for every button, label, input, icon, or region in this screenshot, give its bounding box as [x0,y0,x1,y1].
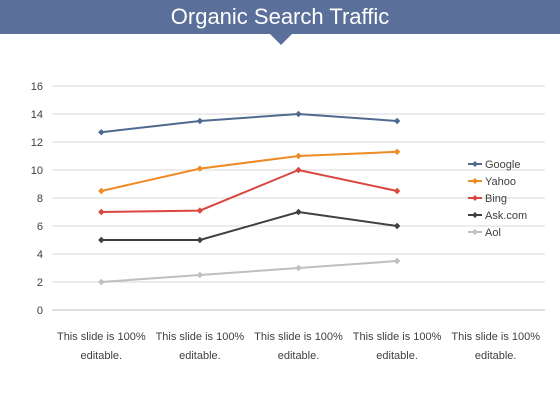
y-tick-label: 2 [37,277,43,289]
data-point-ask-com [98,236,105,244]
x-tick-label: This slide is 100% editable. [353,331,442,362]
data-point-ask-com [196,236,204,244]
data-point-aol [196,271,204,279]
y-tick-label: 14 [31,109,43,121]
y-tick-label: 4 [37,249,43,261]
data-point-bing [98,208,105,216]
data-point-google [196,117,204,125]
legend-label-ask-com: Ask.com [485,210,527,222]
data-point-aol [295,264,302,272]
x-tick-label-line: This slide is 100% [353,331,442,343]
legend-label-bing: Bing [485,193,507,205]
series-line-google [101,112,398,134]
x-tick-label: This slide is 100% editable. [156,331,245,362]
legend-label-yahoo: Yahoo [485,176,516,188]
x-tick-label-line: editable. [475,350,517,362]
data-point-google [295,110,302,118]
y-tick-label: 0 [37,305,43,317]
legend-marker-aol [472,229,478,235]
data-point-google [98,129,105,136]
y-tick-label: 12 [31,137,43,149]
series-line-yahoo [101,150,398,192]
legend-label-aol: Aol [485,227,501,239]
legend-marker-bing [472,195,478,201]
data-point-ask-com [295,208,302,216]
data-point-aol [393,257,401,265]
legend-marker-ask-com [472,212,478,218]
data-point-yahoo [196,165,204,172]
y-tick-label: 10 [31,165,43,177]
page-title: Organic Search Traffic [170,4,390,29]
legend-label-google: Google [485,159,520,171]
y-tick-label: 6 [37,221,43,233]
data-point-bing [393,187,401,195]
x-tick-label-line: This slide is 100% [156,331,245,343]
x-tick-label-line: editable. [278,350,320,362]
x-tick-label: This slide is 100% editable. [451,331,540,362]
data-point-yahoo [98,187,105,195]
x-tick-label-line: editable. [81,350,123,362]
data-point-bing [196,207,204,214]
title-banner-pointer [270,34,292,45]
legend-marker-yahoo [472,178,478,184]
x-tick-label: This slide is 100% editable. [57,331,146,362]
data-point-google [393,117,401,125]
data-point-aol [98,278,105,286]
x-tick-label: This slide is 100% editable. [254,331,343,362]
data-point-yahoo [393,148,401,155]
series-line-ask-com [101,210,398,241]
data-point-ask-com [393,222,401,230]
x-tick-label-line: This slide is 100% [451,331,540,343]
y-tick-label: 8 [37,193,43,205]
series-line-bing [101,168,398,213]
title-banner [0,0,560,34]
series-line-aol [101,260,398,283]
data-point-bing [295,166,302,174]
x-tick-label-line: This slide is 100% [57,331,146,343]
y-tick-label: 16 [31,81,43,93]
x-tick-label-line: editable. [376,350,418,362]
data-point-yahoo [295,152,302,160]
x-tick-label-line: This slide is 100% [254,331,343,343]
legend-marker-google [472,161,478,167]
x-tick-label-line: editable. [179,350,221,362]
